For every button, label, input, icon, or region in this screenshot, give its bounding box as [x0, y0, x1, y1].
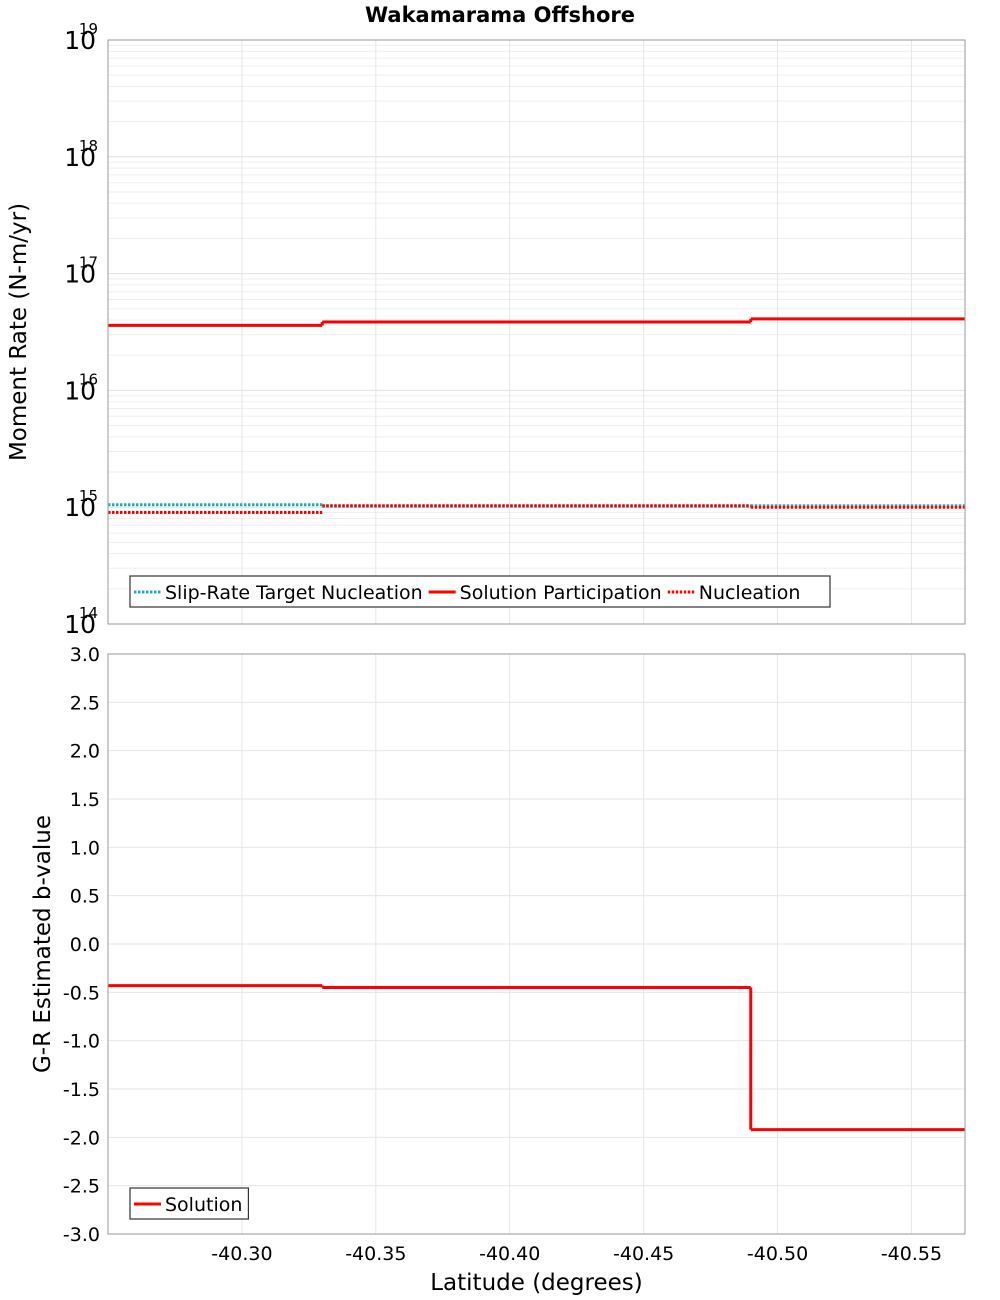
- y-tick-label: -1.0: [63, 1031, 100, 1053]
- bottom-plot-frame: [107, 653, 966, 1235]
- y-tick-label: -2.0: [63, 1127, 100, 1149]
- top-plot-frame: [107, 39, 966, 625]
- legend-label: Nucleation: [699, 582, 801, 604]
- y-tick-label: 10: [64, 493, 96, 522]
- y-tick-label: 10: [64, 610, 96, 639]
- y-tick-label: 10: [64, 376, 96, 405]
- series-solution-participation: [108, 317, 965, 327]
- x-axis-label: Latitude (degrees): [430, 1270, 643, 1296]
- y-tick-label: 2.5: [70, 692, 100, 714]
- legend: Solution: [129, 1187, 250, 1220]
- legend: Slip-Rate Target Nucleation Solution Part…: [129, 575, 831, 608]
- y-tick-exponent: 14: [79, 604, 98, 622]
- series-nucleation: [108, 504, 965, 515]
- y-tick-label: 2.0: [70, 741, 100, 763]
- x-axis: -40.30 -40.35 -40.40 -40.45 -40.50 -40.55 Lati…: [211, 1243, 942, 1296]
- y-tick-label: 1.5: [70, 789, 100, 811]
- y-axis-label: Moment Rate (N-m/yr): [6, 203, 32, 461]
- y-tick-label: 0.0: [70, 934, 100, 956]
- b-value-plot: 3.0 2.5 2.0 1.5 1.0 0.5 0.0 -0.5 -1.0 -1.5 -2.0 -2.…: [30, 644, 966, 1296]
- legend-label: Solution: [165, 1194, 242, 1216]
- y-tick-label: -3.0: [63, 1224, 100, 1246]
- y-tick-label: 10: [64, 260, 96, 289]
- x-tick-label: -40.55: [881, 1243, 942, 1265]
- series-solution: [108, 984, 965, 1132]
- y-tick-label: -1.5: [63, 1079, 100, 1101]
- legend-label: Slip-Rate Target Nucleation: [165, 582, 423, 604]
- chart-title: Wakamarama Offshore: [365, 3, 635, 27]
- bottom-grid: [108, 653, 965, 1235]
- y-axis-label: G-R Estimated b-value: [30, 815, 56, 1073]
- y-tick-label: 0.5: [70, 886, 100, 908]
- y-tick-label: -2.5: [63, 1176, 100, 1198]
- top-grid: [108, 40, 965, 625]
- y-tick-label: -0.5: [63, 982, 100, 1004]
- legend-label: Solution Participation: [460, 582, 662, 604]
- y-tick-exponent: 15: [79, 487, 98, 505]
- x-tick-label: -40.30: [211, 1243, 272, 1265]
- y-tick-label: 10: [64, 143, 96, 172]
- y-tick-label: 10: [64, 26, 96, 55]
- x-tick-label: -40.40: [479, 1243, 540, 1265]
- y-tick-exponent: 19: [79, 20, 98, 38]
- x-tick-label: -40.45: [613, 1243, 674, 1265]
- y-tick-exponent: 17: [79, 254, 98, 272]
- bottom-y-axis: 3.0 2.5 2.0 1.5 1.0 0.5 0.0 -0.5 -1.0 -1.5 -2.0 -2.…: [30, 644, 100, 1246]
- y-tick-exponent: 18: [79, 137, 98, 155]
- legend-box: [129, 575, 831, 608]
- y-tick-exponent: 16: [79, 370, 98, 388]
- y-tick-label: 1.0: [70, 837, 100, 859]
- x-tick-label: -40.35: [345, 1243, 406, 1265]
- x-tick-label: -40.50: [747, 1243, 808, 1265]
- y-tick-label: 3.0: [70, 644, 100, 666]
